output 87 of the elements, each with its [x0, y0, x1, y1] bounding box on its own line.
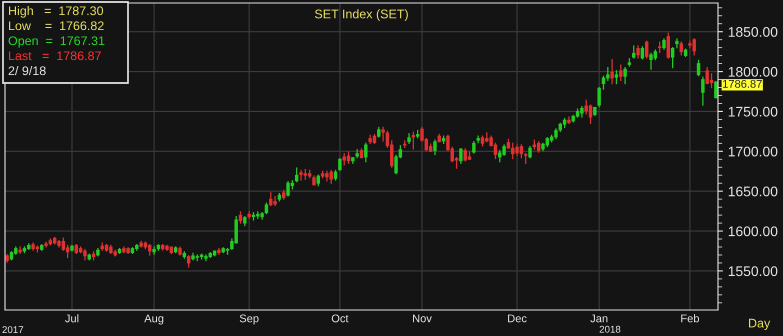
candlestick: [364, 142, 368, 162]
candlestick: [584, 100, 588, 114]
candlestick: [701, 76, 705, 106]
candlestick: [264, 202, 268, 214]
text: 2017: [2, 326, 24, 334]
candlestick: [196, 254, 200, 262]
candlestick: [666, 32, 670, 59]
candlestick: [644, 40, 648, 59]
annotation: Low = 1766.82: [9, 21, 104, 30]
x-tick-label: Sep: [240, 314, 259, 325]
y-tick-label: 1750.00: [728, 106, 778, 117]
candlestick: [619, 64, 622, 81]
candlestick: [696, 60, 700, 76]
candlestick: [459, 148, 463, 164]
candlestick: [472, 141, 476, 154]
candlestick: [412, 132, 416, 150]
candlestick: [662, 38, 666, 50]
y-tick-label: 1650.00: [728, 186, 778, 196]
text: Day: [749, 318, 770, 330]
y-tick-label: 1850.00: [728, 27, 778, 37]
candlestick: [632, 45, 636, 59]
candlestick: [597, 86, 601, 108]
candlestick: [580, 106, 584, 118]
candlestick: [416, 130, 420, 138]
text: 2018: [600, 326, 620, 333]
candlestick: [670, 47, 674, 68]
candlestick: [355, 149, 359, 158]
candlestick: [433, 140, 437, 156]
candlestick: [524, 153, 528, 164]
candlestick: [83, 248, 87, 260]
annotation: 2/ 9/18: [8, 66, 46, 76]
candlestick: [238, 211, 242, 224]
x-tick-label: Jul: [65, 314, 78, 322]
candlestick: [602, 76, 606, 90]
chart-title: SET Index (SET): [314, 9, 408, 21]
candlestick: [654, 49, 658, 60]
candlestick: [342, 153, 346, 166]
candlestick: [610, 58, 614, 84]
annotation: High = 1787.30: [9, 6, 104, 18]
candlestick: [256, 211, 260, 219]
candlestick: [325, 170, 329, 182]
candlestick: [532, 140, 536, 150]
candlestick: [554, 128, 558, 140]
x-tick-label: Nov: [413, 314, 432, 322]
x-tick-label: Oct: [332, 314, 348, 322]
candlestick: [463, 148, 467, 162]
candlestick: [402, 140, 406, 148]
candlestick: [338, 158, 342, 172]
candlestick: [334, 170, 338, 181]
candlestick: [623, 66, 627, 84]
candlestick: [476, 136, 480, 144]
annotation: Open = 1767.31: [8, 36, 104, 48]
candlestick: [705, 66, 709, 84]
candlestick: [640, 46, 644, 60]
y-tick-label: 1550.00: [728, 266, 778, 276]
candlestick: [299, 170, 303, 181]
candlestick: [714, 81, 718, 99]
text: 1786.87: [723, 80, 762, 88]
candlestick: [614, 70, 618, 84]
candlestick: [528, 146, 532, 158]
x-tick-label: Dec: [508, 314, 527, 322]
annotation: Last = 1786.87: [9, 51, 101, 60]
candlestick: [515, 144, 519, 156]
candlestick: [606, 66, 610, 81]
candlestick: [658, 41, 662, 54]
candlestick: [286, 180, 290, 197]
candlestick: [346, 151, 350, 164]
candlestick: [680, 41, 683, 56]
y-tick-label: 1600.00: [728, 226, 778, 236]
candlestick: [502, 144, 506, 156]
y-tick-label: 1800.00: [728, 66, 778, 77]
x-tick-label: Aug: [144, 314, 164, 325]
candlestick: [520, 144, 524, 158]
candlestick: [381, 126, 385, 142]
candlestick: [480, 136, 484, 146]
candlestick: [536, 141, 540, 153]
y-tick-label: 1700.00: [728, 146, 778, 156]
candlestick: [636, 45, 640, 59]
candlestick: [316, 174, 320, 186]
x-tick-label: Feb: [681, 314, 700, 322]
candlestick: [62, 238, 66, 251]
candlestick: [377, 126, 380, 138]
candlestick: [186, 255, 190, 268]
candlestick: [294, 167, 298, 182]
candlestick: [304, 169, 308, 180]
x-tick-label: Jan: [590, 314, 608, 322]
candlestick: [66, 244, 70, 258]
